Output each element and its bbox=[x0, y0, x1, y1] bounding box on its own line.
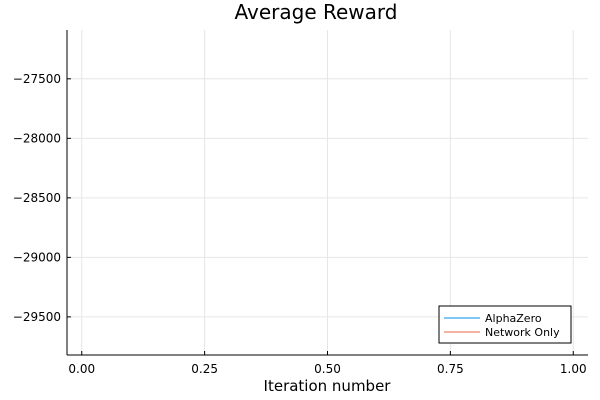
y-tick-label: −28000 bbox=[13, 131, 61, 145]
x-tick-labels: 0.00 0.25 0.50 0.75 1.00 bbox=[68, 351, 587, 376]
y-tick-labels: −27500 −28000 −28500 −29000 −29500 bbox=[13, 72, 71, 324]
x-tick-label: 0.25 bbox=[191, 362, 218, 376]
chart-title: Average Reward bbox=[235, 0, 398, 24]
legend-box bbox=[438, 305, 572, 344]
x-tick-label: 0.75 bbox=[437, 362, 464, 376]
y-tick-label: −29000 bbox=[13, 250, 61, 264]
x-tick-label: 0.00 bbox=[68, 362, 95, 376]
legend-label: Network Only bbox=[485, 326, 560, 339]
x-tick-label: 0.50 bbox=[314, 362, 341, 376]
y-tick-label: −28500 bbox=[13, 191, 61, 205]
legend-label: AlphaZero bbox=[485, 312, 542, 325]
y-tick-label: −29500 bbox=[13, 310, 61, 324]
x-axis-label: Iteration number bbox=[264, 377, 392, 395]
y-tick-label: −27500 bbox=[13, 72, 61, 86]
x-tick-label: 1.00 bbox=[560, 362, 587, 376]
